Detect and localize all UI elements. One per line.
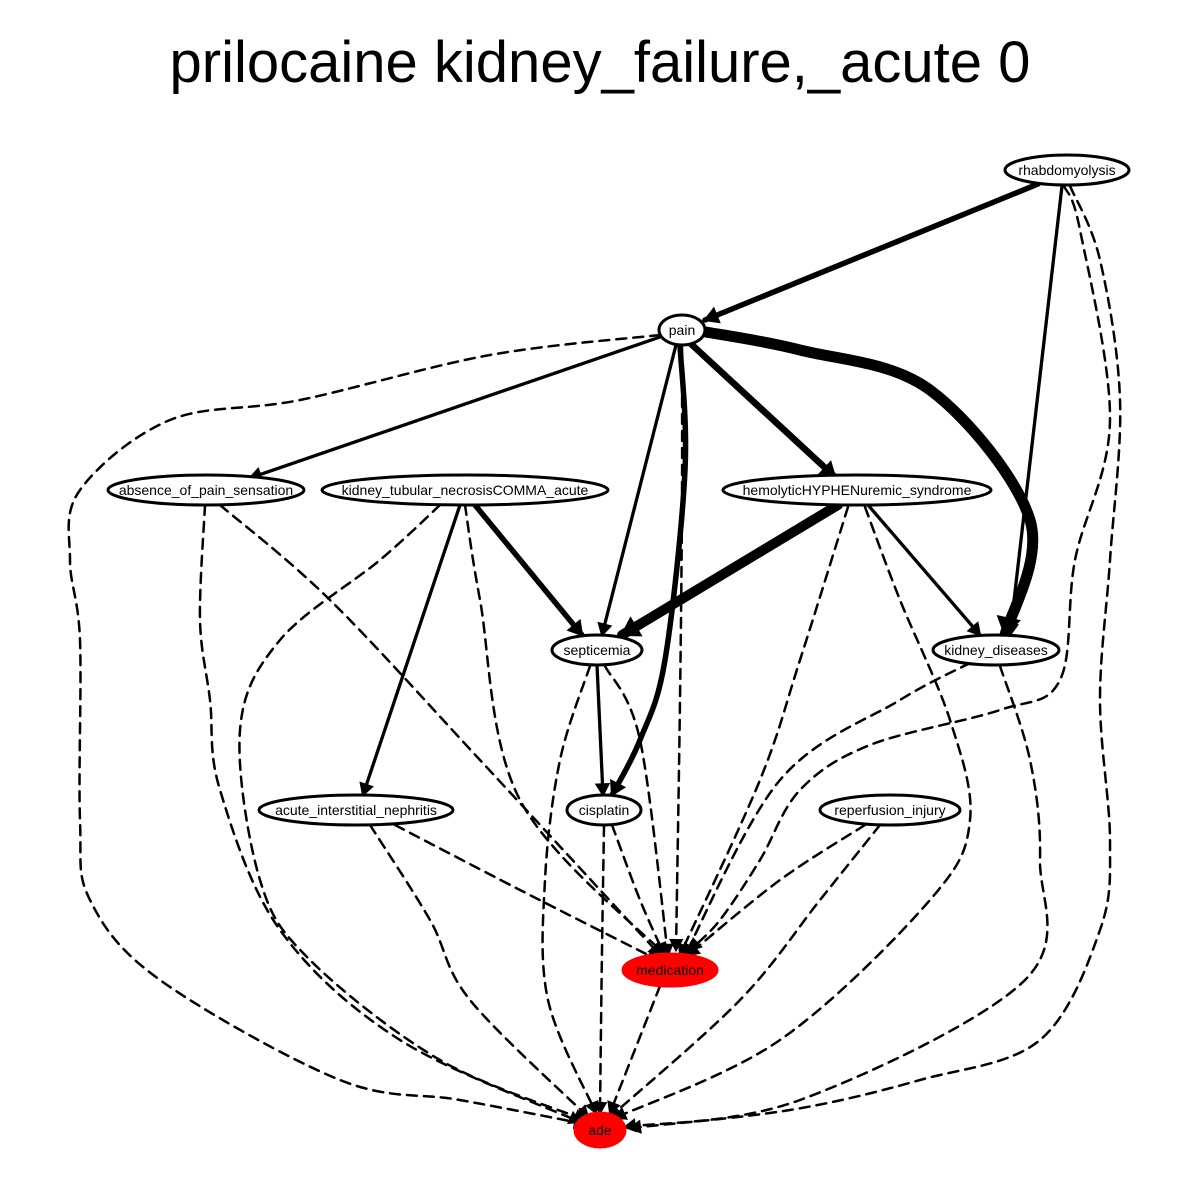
arrowhead xyxy=(597,621,613,637)
node-septicemia: septicemia xyxy=(550,633,644,667)
arrowhead xyxy=(686,942,702,957)
edge-pain-to-cisplatin xyxy=(609,342,689,798)
node-label: ade xyxy=(588,1122,612,1138)
node-label: kidney_diseases xyxy=(944,642,1048,658)
node-kidney-diseases: kidney_diseases xyxy=(931,633,1061,667)
edge-rhabdomyolysis-to-pain xyxy=(702,181,1041,324)
node-ellipse xyxy=(565,793,643,827)
arrowhead xyxy=(566,618,584,637)
node-ellipse xyxy=(550,633,644,667)
edge-cisplatin-to-ade xyxy=(592,824,608,1116)
node-ellipse xyxy=(931,633,1061,667)
edge-cisplatin-to-medication xyxy=(610,823,667,956)
node-absence-of-pain-sensation: absence_of_pain_sensation xyxy=(106,473,306,507)
edge-septicemia-to-ade xyxy=(541,664,599,1115)
node-cisplatin: cisplatin xyxy=(565,793,643,827)
edges-layer xyxy=(67,181,1122,1134)
arrowhead xyxy=(620,616,643,637)
edge-kidney_tubular_necrosis-to-acute_interstitial_nephritis xyxy=(359,503,462,797)
edge-septicemia-to-cisplatin xyxy=(594,663,611,798)
edge-kidney_tubular_necrosis-to-septicemia xyxy=(472,502,585,638)
node-medication: medication xyxy=(621,952,719,988)
node-ellipse xyxy=(657,313,707,347)
arrowhead xyxy=(622,1118,637,1133)
diagram-title: prilocaine kidney_failure,_acute 0 xyxy=(169,30,1031,95)
edge-kidney_tubular_necrosis-to-medication xyxy=(463,503,667,957)
node-hus: hemolyticHYPHENuremic_syndrome xyxy=(721,473,993,507)
nodes-layer: rhabdomyolysis pain absence_of_pain_sensat… xyxy=(106,153,1131,1149)
arrowhead xyxy=(575,1104,590,1119)
edge-medication-to-ade xyxy=(607,984,662,1115)
edge-acute_interstitial_nephritis-to-ade xyxy=(368,823,590,1119)
node-label: cisplatin xyxy=(579,802,630,818)
node-kidney-tubular-necrosis: kidney_tubular_necrosisCOMMA_acute xyxy=(320,473,610,507)
edge-hus-to-kidney_diseases xyxy=(866,503,982,637)
arrowhead xyxy=(607,1100,621,1115)
node-label: acute_interstitial_nephritis xyxy=(275,802,437,818)
node-rhabdomyolysis: rhabdomyolysis xyxy=(1003,153,1131,187)
node-label: rhabdomyolysis xyxy=(1018,162,1115,178)
node-ellipse xyxy=(1003,153,1131,187)
arrowhead xyxy=(359,781,374,797)
node-pain: pain xyxy=(657,313,707,347)
arrowhead xyxy=(652,940,667,956)
edge-pain-to-septicemia xyxy=(597,343,678,637)
edge-pain-to-medication xyxy=(669,344,684,953)
edge-kidney_diseases-to-ade xyxy=(622,664,1049,1133)
node-label: reperfusion_injury xyxy=(834,802,945,818)
node-label: septicemia xyxy=(564,642,631,658)
arrowhead xyxy=(609,778,627,797)
edge-reperfusion_injury-to-medication xyxy=(686,823,867,957)
node-ellipse xyxy=(721,473,993,507)
node-label: absence_of_pain_sensation xyxy=(119,482,293,498)
node-acute-interstitial-nephritis: acute_interstitial_nephritis xyxy=(257,793,455,827)
node-ellipse xyxy=(257,793,455,827)
node-ellipse xyxy=(818,793,962,827)
node-reperfusion-injury: reperfusion_injury xyxy=(818,793,962,827)
arrowhead xyxy=(592,1101,608,1116)
node-ellipse xyxy=(106,473,306,507)
node-label: hemolyticHYPHENuremic_syndrome xyxy=(743,482,972,498)
arrowhead xyxy=(594,783,611,798)
node-label: medication xyxy=(636,962,704,978)
arrowhead xyxy=(966,621,982,637)
edge-hus-to-septicemia xyxy=(617,500,843,640)
node-label: kidney_tubular_necrosisCOMMA_acute xyxy=(342,482,589,498)
edge-hus-to-medication xyxy=(678,505,850,957)
edge-pain-to-hus xyxy=(686,339,839,481)
node-ade: ade xyxy=(573,1111,627,1149)
arrowhead xyxy=(996,614,1021,637)
node-label: pain xyxy=(669,322,695,338)
node-ellipse xyxy=(320,473,610,507)
node-ellipse xyxy=(621,952,719,988)
edge-pain-to-absence_of_pain_sensation xyxy=(248,335,662,482)
node-ellipse xyxy=(573,1111,627,1149)
arrowhead xyxy=(703,306,721,324)
edge-pain-to-kidney_diseases xyxy=(694,325,1039,641)
